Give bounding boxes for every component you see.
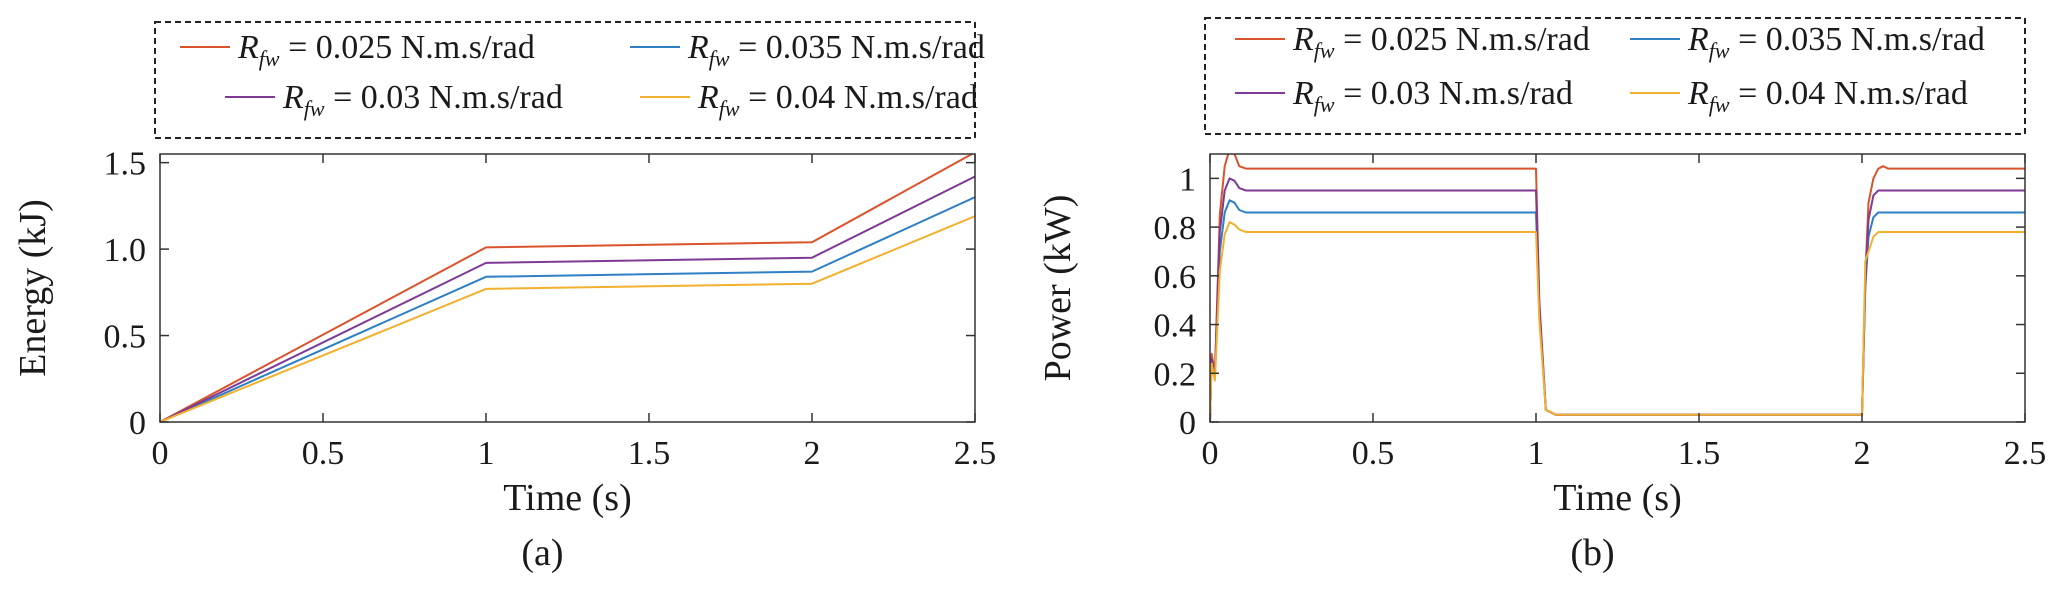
legend-subscript: fw xyxy=(1314,92,1335,117)
x-tick-label: 0.5 xyxy=(1352,435,1395,472)
x-tick-label: 1.5 xyxy=(1678,435,1721,472)
legend-symbol: R xyxy=(237,29,259,66)
y-axis-label: Energy (kJ) xyxy=(12,199,54,377)
legend-subscript: fw xyxy=(1709,92,1730,117)
axes-frame xyxy=(159,153,976,423)
legend-entry-3: Rfw = 0.04 N.m.s/rad xyxy=(1687,75,1968,117)
legend-entry-0: Rfw = 0.025 N.m.s/rad xyxy=(1292,21,1590,63)
legend-value: = 0.025 N.m.s/rad xyxy=(1335,21,1590,58)
series-line-1 xyxy=(1210,199,2025,422)
x-tick-label: 2 xyxy=(1854,435,1871,472)
legend-value: = 0.035 N.m.s/rad xyxy=(730,29,985,66)
y-tick-label: 0.2 xyxy=(1154,356,1197,393)
legend-entry-2: Rfw = 0.03 N.m.s/rad xyxy=(282,79,563,121)
panel-label: (b) xyxy=(1570,532,1614,574)
x-tick-label: 1.5 xyxy=(628,435,671,472)
x-tick-label: 0 xyxy=(1202,435,1219,472)
legend-value: = 0.03 N.m.s/rad xyxy=(325,79,563,116)
series-group xyxy=(1210,154,2025,422)
series-line-1 xyxy=(160,196,975,422)
legend-subscript: fw xyxy=(719,96,740,121)
legend-value: = 0.035 N.m.s/rad xyxy=(1730,21,1985,58)
series-line-0 xyxy=(160,154,974,422)
series-group xyxy=(160,154,975,422)
legend-subscript: fw xyxy=(259,46,280,71)
x-tick-label: 2.5 xyxy=(2004,435,2047,472)
x-axis-label: Time (s) xyxy=(1553,477,1681,519)
y-tick-label: 0.8 xyxy=(1154,210,1197,247)
legend-entry-1: Rfw = 0.035 N.m.s/rad xyxy=(1687,21,1985,63)
legend-symbol: R xyxy=(282,79,304,116)
legend-box xyxy=(154,21,976,139)
legend-value: = 0.03 N.m.s/rad xyxy=(1335,75,1573,112)
x-tick-label: 1 xyxy=(1528,435,1545,472)
y-tick-label: 0 xyxy=(1179,405,1196,442)
x-tick-label: 0 xyxy=(152,435,169,472)
panel-label: (a) xyxy=(521,532,563,574)
panel-a: 0 0.5 1 1.5 2 2.5 0 0.5 1.0 1.5 Time (s) Energy (kJ… xyxy=(12,21,997,574)
y-tick-label: 0.5 xyxy=(104,319,147,356)
legend-subscript: fw xyxy=(304,96,325,121)
legend-entry-1: Rfw = 0.035 N.m.s/rad xyxy=(687,29,985,71)
series-line-3 xyxy=(1210,221,2025,422)
y-tick-label: 0.6 xyxy=(1154,259,1197,296)
x-tick-label: 2 xyxy=(804,435,821,472)
legend-symbol: R xyxy=(1687,21,1709,58)
legend-entry-3: Rfw = 0.04 N.m.s/rad xyxy=(697,79,978,121)
legend-value: = 0.025 N.m.s/rad xyxy=(280,29,535,66)
x-tick-label: 0.5 xyxy=(302,435,345,472)
y-tick-label: 1.5 xyxy=(104,146,147,183)
y-tick-label: 0 xyxy=(129,405,146,442)
legend-value: = 0.04 N.m.s/rad xyxy=(1730,75,1968,112)
legend-symbol: R xyxy=(1292,21,1314,58)
legend-entry-0: Rfw = 0.025 N.m.s/rad xyxy=(237,29,535,71)
y-tick-label: 1.0 xyxy=(104,232,147,269)
legend-subscript: fw xyxy=(1709,38,1730,63)
y-tick-label: 0.4 xyxy=(1154,308,1197,345)
legend-symbol: R xyxy=(687,29,709,66)
y-axis-label: Power (kW) xyxy=(1037,195,1079,382)
legend-symbol: R xyxy=(1292,75,1314,112)
legend-box xyxy=(1204,17,2026,135)
series-line-2 xyxy=(160,175,975,422)
x-axis-label: Time (s) xyxy=(503,477,631,519)
legend-value: = 0.04 N.m.s/rad xyxy=(740,79,978,116)
y-tick-label: 1 xyxy=(1179,161,1196,198)
legend-symbol: R xyxy=(697,79,719,116)
x-tick-label: 1 xyxy=(478,435,495,472)
legend-subscript: fw xyxy=(1314,38,1335,63)
legend-entry-2: Rfw = 0.03 N.m.s/rad xyxy=(1292,75,1573,117)
series-line-3 xyxy=(160,215,975,422)
legend-subscript: fw xyxy=(709,46,730,71)
axes-frame xyxy=(1209,153,2026,423)
x-tick-label: 2.5 xyxy=(954,435,997,472)
series-line-2 xyxy=(1210,177,2025,422)
legend-symbol: R xyxy=(1687,75,1709,112)
